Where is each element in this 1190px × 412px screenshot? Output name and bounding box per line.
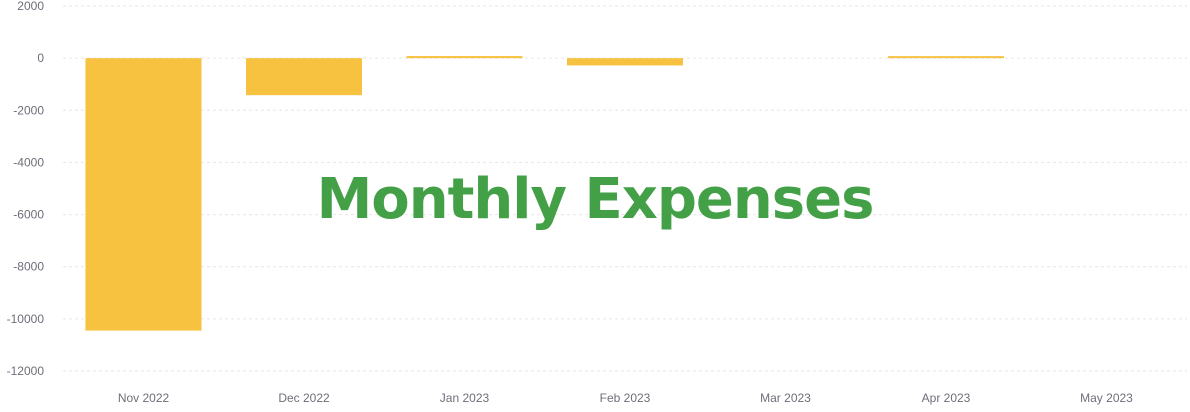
y-axis-tick-labels: 2000 0 -2000 -4000 -6000 -8000 -10000 -12000 [7,0,45,378]
x-tick-label: Nov 2022 [118,391,170,405]
bar-nov-2022 [85,58,202,331]
bar-feb-2023 [567,58,683,66]
y-tick-label: -2000 [13,103,44,117]
y-tick-label: -4000 [13,155,44,169]
bars [85,56,1004,331]
y-tick-label: 2000 [17,0,44,13]
y-tick-label: -8000 [13,260,44,274]
x-tick-label: Jan 2023 [440,391,490,405]
x-tick-label: Mar 2023 [760,391,811,405]
bar-apr-2023 [888,56,1004,59]
y-tick-label: -6000 [13,208,44,222]
x-tick-label: Feb 2023 [600,391,651,405]
x-tick-label: May 2023 [1080,391,1133,405]
x-tick-label: Dec 2022 [278,391,330,405]
x-axis-tick-labels: Nov 2022 Dec 2022 Jan 2023 Feb 2023 Mar 2023… [118,391,1133,405]
y-tick-label: -10000 [7,312,45,326]
bar-jan-2023 [406,56,523,59]
x-tick-label: Apr 2023 [922,391,971,405]
bar-dec-2022 [246,58,362,96]
y-tick-label: -12000 [7,364,45,378]
chart-title: Monthly Expenses [317,167,874,232]
y-tick-label: 0 [37,51,44,65]
